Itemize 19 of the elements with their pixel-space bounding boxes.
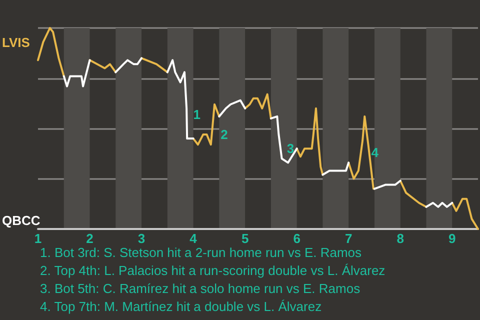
x-tick-label: 8 [396, 231, 404, 246]
x-tick-label: 2 [86, 231, 94, 246]
text: 2. Top 4th: L. Palacios hit a run-scoring double vs L. Álvarez [40, 263, 386, 278]
text: LVIS [2, 35, 30, 50]
annotation: 2 [220, 127, 228, 142]
x-tick-label: 3 [138, 231, 146, 246]
x-tick-label: 4 [190, 231, 198, 246]
annotation: QBCC [2, 213, 41, 228]
annotation: 4 [371, 145, 380, 160]
annotation: 3 [286, 141, 294, 156]
x-tick-label: 9 [448, 231, 456, 246]
x-tick-label: 1 [34, 231, 42, 246]
x-tick-label: 7 [344, 231, 352, 246]
annotation: 1 [193, 106, 200, 122]
x-tick-label: 6 [293, 231, 300, 246]
x-tick-label: 5 [241, 231, 249, 246]
text: 3. Bot 5th: C. Ramírez hit a solo home run vs E. Ramos [40, 281, 361, 296]
text: 1. Bot 3rd: S. Stetson hit a 2-run home run vs E. Ramos [40, 245, 362, 260]
text: 4. Top 7th: M. Martínez hit a double vs L. Álvarez [40, 299, 322, 314]
